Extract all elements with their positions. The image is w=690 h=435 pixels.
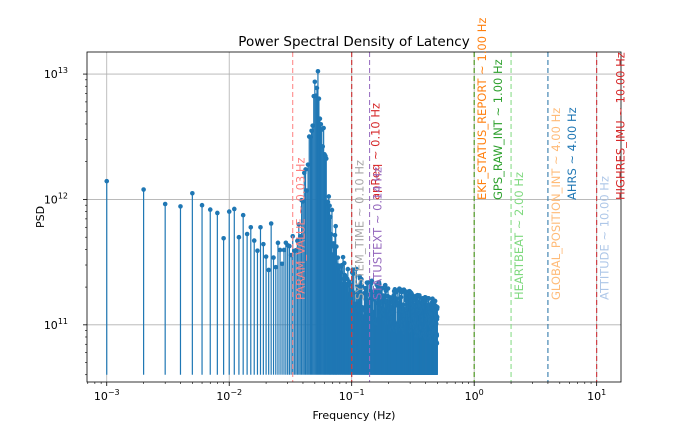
psd-stem-marker	[287, 243, 292, 249]
psd-stem-marker	[221, 235, 226, 241]
psd-stem-marker	[426, 296, 432, 301]
psd-stem-marker	[271, 255, 276, 260]
psd-stem-marker	[345, 266, 351, 272]
psd-stem-marker	[226, 209, 232, 214]
y-tick-label: 1012	[44, 191, 68, 206]
psd-stem-marker	[263, 254, 269, 259]
psd-stem-marker	[359, 283, 365, 289]
psd-stem-marker	[261, 241, 266, 247]
psd-stem-marker	[255, 248, 260, 254]
psd-stem-marker	[273, 264, 279, 270]
annotation-label: GLOBAL_POSITION_INT ~ 4.00 Hz	[549, 108, 563, 300]
psd-stem-marker	[323, 156, 329, 161]
psd-stem-marker	[251, 238, 257, 243]
chart-title: Power Spectral Density of Latency	[238, 34, 469, 50]
psd-stem-marker	[244, 231, 250, 237]
psd-stem-marker	[333, 223, 338, 229]
annotation-label: AHRS ~ 4.00 Hz	[565, 107, 579, 200]
annotation-label: HEARTBEAT ~ 2.00 Hz	[512, 172, 526, 300]
annotation-label: SYSTEM_TIME ~ 0.10 Hz	[353, 160, 367, 300]
psd-stem-marker	[266, 267, 271, 273]
annotation-labels: PARAM_VALUE ~ 0.03 Hz SYSTEM_TIME ~ 0.10 …	[294, 18, 628, 300]
annotation-label: EKF_STATUS_REPORT ~ 1.00 Hz	[475, 18, 489, 200]
psd-stem-marker	[351, 271, 357, 276]
psd-stem-marker	[432, 298, 438, 304]
psd-stem-marker	[318, 121, 324, 127]
psd-stem-marker	[417, 293, 422, 298]
psd-stem-marker	[215, 210, 220, 216]
annotation-label: GPS_RAW_INT ~ 1.00 Hz	[491, 59, 505, 200]
psd-stem-marker	[316, 96, 322, 101]
annotation-label: PARAM_VALUE ~ 0.03 Hz	[294, 157, 308, 300]
x-axis-label: Frequency (Hz)	[313, 409, 396, 422]
psd-stem-marker	[312, 79, 318, 85]
psd-stem-marker	[231, 206, 237, 212]
y-axis-label: PSD	[34, 206, 47, 228]
psd-stem-marker	[321, 125, 326, 131]
psd-stem-marker	[340, 254, 346, 260]
psd-stem-marker	[178, 204, 183, 209]
psd-stem-marker	[326, 194, 332, 199]
psd-stem-marker	[190, 190, 195, 196]
psd-stem-marker	[335, 255, 341, 260]
x-tick-label: 10−1	[339, 388, 365, 403]
x-tick-label: 101	[587, 388, 606, 403]
psd-stem-marker	[162, 201, 168, 207]
psd-stem-marker	[303, 167, 308, 172]
psd-stem-marker	[315, 68, 321, 74]
psd-stem-marker	[248, 224, 254, 230]
psd-stem-marker	[240, 212, 246, 218]
psd-stem-marker	[379, 286, 385, 291]
psd-stem-marker	[353, 266, 359, 272]
psd-stem-marker	[327, 203, 332, 209]
axis-ticks: 10−3 10−2 10−1 100 101 1011 1012 1013	[44, 66, 606, 403]
x-tick-label: 10−3	[94, 388, 120, 403]
x-tick-label: 10−2	[216, 388, 242, 403]
frequency-annotations	[292, 52, 598, 382]
psd-stem-marker	[382, 282, 388, 288]
psd-stem-marker	[341, 260, 347, 266]
psd-stem-marker	[320, 144, 326, 149]
psd-stem-marker	[296, 222, 302, 227]
psd-stem-marker	[207, 207, 213, 212]
psd-stem-marker	[277, 247, 283, 253]
psd-stem-marker	[369, 278, 375, 284]
psd-stem-marker	[385, 286, 391, 291]
psd-stem-marker	[334, 244, 339, 249]
psd-stem-marker	[104, 178, 110, 184]
plot-frame	[86, 51, 622, 383]
psd-stem-marker	[359, 276, 364, 282]
psd-stem-marker	[279, 261, 285, 267]
psd-stem-marker	[332, 232, 338, 238]
psd-stem-marker	[354, 283, 360, 289]
psd-stem-marker	[141, 187, 146, 192]
psd-stem-marker	[258, 224, 263, 230]
psd-stem-marker	[329, 207, 335, 213]
psd-stem-marker	[199, 202, 205, 208]
psd-stem-marker	[275, 240, 281, 246]
annotation-label: STATUSTEXT ~ 0.14 Hz	[371, 167, 385, 300]
y-tick-label: 1011	[44, 317, 68, 332]
psd-stem-marker	[376, 281, 382, 287]
psd-stem-marker	[268, 221, 274, 226]
annotation-label: ATTITUDE ~ 10.00 Hz	[598, 176, 612, 300]
psd-stem-marker	[281, 247, 287, 253]
psd-stem-marker	[236, 234, 242, 240]
x-tick-label: 100	[465, 388, 484, 403]
psd-stem-marker	[317, 116, 323, 121]
annotation-label: apReq ~ 0.10 Hz	[369, 103, 383, 200]
annotation-label: HIGHRES_IMU ~ 10.00 Hz	[614, 52, 628, 200]
psd-stem-marker	[435, 304, 440, 310]
y-tick-label: 1013	[44, 66, 68, 81]
psd-stems	[104, 68, 440, 375]
